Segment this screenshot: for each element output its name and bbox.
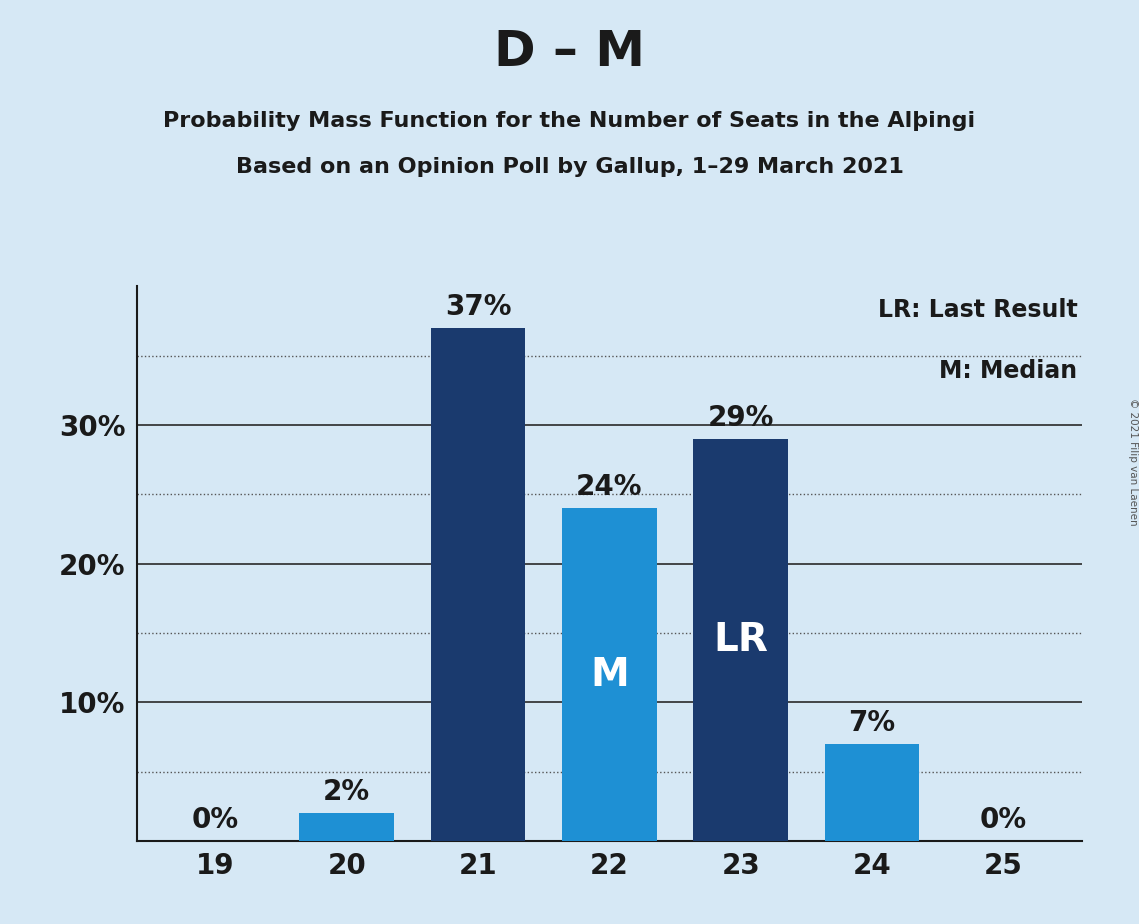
Text: Probability Mass Function for the Number of Seats in the Alþingi: Probability Mass Function for the Number… bbox=[163, 111, 976, 131]
Text: LR: LR bbox=[713, 621, 768, 659]
Bar bbox=[825, 744, 919, 841]
Text: Based on an Opinion Poll by Gallup, 1–29 March 2021: Based on an Opinion Poll by Gallup, 1–29… bbox=[236, 157, 903, 177]
Text: 29%: 29% bbox=[707, 404, 773, 432]
Text: 37%: 37% bbox=[445, 293, 511, 322]
Text: © 2021 Filip van Laenen: © 2021 Filip van Laenen bbox=[1129, 398, 1138, 526]
Bar bbox=[563, 508, 656, 841]
Text: LR: Last Result: LR: Last Result bbox=[877, 298, 1077, 322]
Text: D – M: D – M bbox=[494, 28, 645, 76]
Text: 7%: 7% bbox=[849, 709, 895, 737]
Bar bbox=[300, 813, 394, 841]
Bar bbox=[694, 439, 788, 841]
Text: 0%: 0% bbox=[191, 806, 239, 833]
Text: 2%: 2% bbox=[323, 778, 370, 806]
Text: 0%: 0% bbox=[980, 806, 1027, 833]
Text: 24%: 24% bbox=[576, 473, 642, 501]
Bar bbox=[431, 328, 525, 841]
Text: M: Median: M: Median bbox=[940, 359, 1077, 383]
Text: M: M bbox=[590, 655, 629, 694]
